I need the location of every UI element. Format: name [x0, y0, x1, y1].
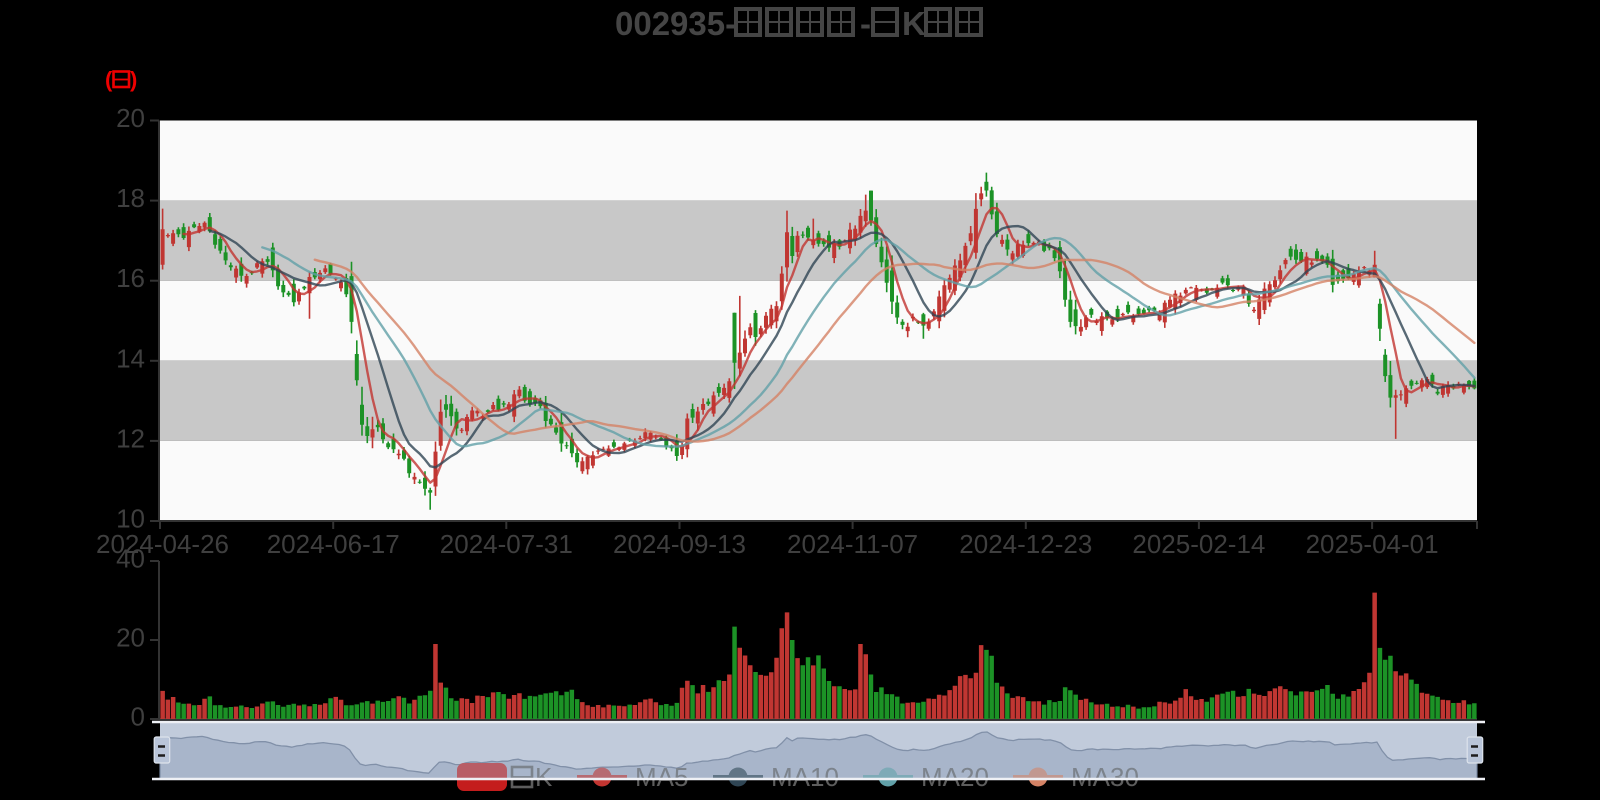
svg-text:2024-04-26: 2024-04-26	[96, 529, 229, 559]
svg-text:2025-02-14: 2025-02-14	[1132, 529, 1265, 559]
svg-text:MA5: MA5	[635, 762, 688, 792]
svg-text:2024-09-13: 2024-09-13	[613, 529, 746, 559]
svg-text:K: K	[535, 762, 553, 792]
svg-text:14: 14	[116, 343, 145, 373]
svg-text:MA10: MA10	[771, 762, 839, 792]
svg-text:20: 20	[116, 623, 145, 653]
svg-text:18: 18	[116, 183, 145, 213]
svg-text:2024-12-23: 2024-12-23	[959, 529, 1092, 559]
svg-text:): )	[130, 67, 137, 92]
svg-text:40: 40	[116, 544, 145, 574]
svg-text:(: (	[105, 67, 113, 92]
svg-text:002935-: 002935-	[615, 5, 736, 42]
svg-text:MA30: MA30	[1071, 762, 1139, 792]
svg-text:-: -	[860, 5, 871, 42]
svg-text:16: 16	[116, 263, 145, 293]
svg-text:0: 0	[131, 702, 145, 732]
svg-text:2024-06-17: 2024-06-17	[267, 529, 400, 559]
svg-text:MA20: MA20	[921, 762, 989, 792]
svg-text:12: 12	[116, 423, 145, 453]
svg-text:2024-11-07: 2024-11-07	[787, 529, 918, 559]
svg-text:K: K	[902, 5, 926, 42]
svg-text:10: 10	[116, 504, 145, 534]
svg-text:20: 20	[116, 103, 145, 133]
svg-text:2025-04-01: 2025-04-01	[1306, 529, 1439, 559]
svg-text:2024-07-31: 2024-07-31	[440, 529, 573, 559]
